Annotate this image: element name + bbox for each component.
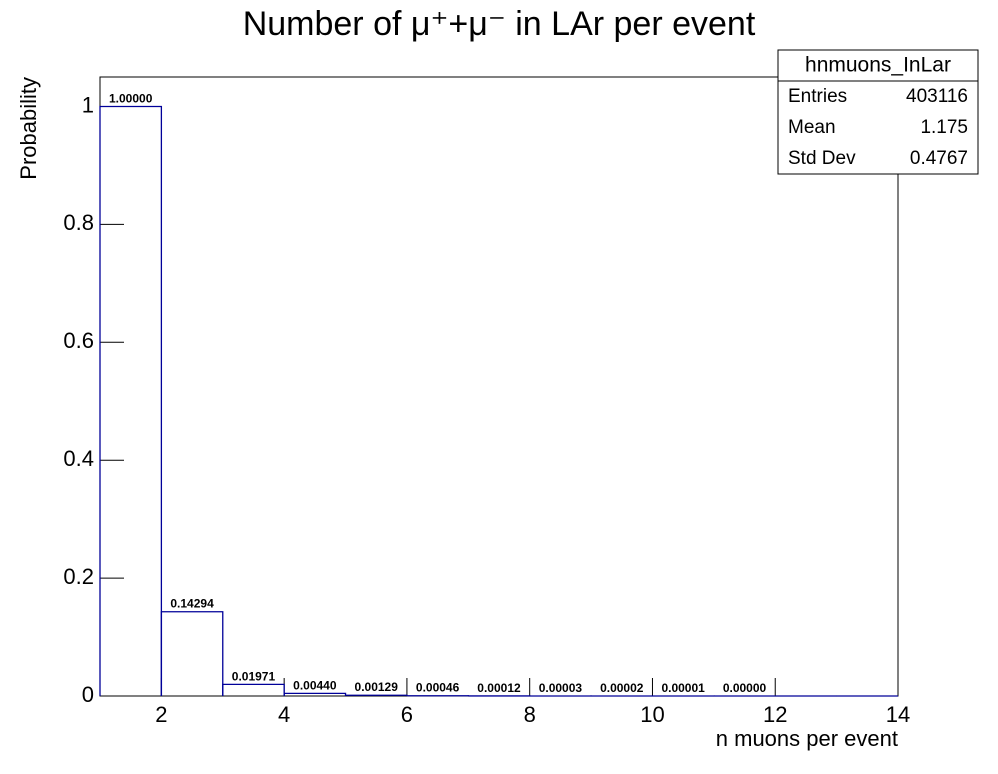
y-tick-label: 0.6 <box>63 328 94 353</box>
stats-label: Mean <box>788 117 836 138</box>
histogram-bin <box>99 105 163 696</box>
stats-value: 0.4767 <box>910 148 968 169</box>
stats-box <box>777 49 979 175</box>
stats-label: Std Dev <box>788 148 856 169</box>
histogram-bin <box>344 694 408 696</box>
data-label: 0.00002 <box>600 681 644 695</box>
x-tick-label: 12 <box>763 702 787 727</box>
y-axis-label: Probability <box>16 77 41 180</box>
data-label: 0.00012 <box>477 681 521 695</box>
y-tick-label: 0.4 <box>63 446 94 471</box>
x-axis-label: n muons per event <box>716 726 898 751</box>
stats-value: 403116 <box>906 86 968 107</box>
x-tick-label: 6 <box>401 702 413 727</box>
stats-name: hnmuons_InLar <box>805 54 951 77</box>
x-tick-label: 10 <box>640 702 664 727</box>
x-tick-label: 4 <box>278 702 290 727</box>
data-label: 0.00000 <box>723 681 767 695</box>
y-tick-label: 0.8 <box>63 210 94 235</box>
data-label: 0.01971 <box>232 669 276 683</box>
data-label: 0.00129 <box>355 680 399 694</box>
data-label: 1.00000 <box>109 91 153 105</box>
stats-label: Entries <box>788 86 847 107</box>
x-tick-label: 14 <box>886 702 910 727</box>
data-label: 0.00003 <box>539 681 583 695</box>
chart-title: Number of μ⁺+μ⁻ in LAr per event <box>243 5 756 43</box>
y-tick-label: 0 <box>82 682 94 707</box>
histogram-bin <box>222 683 285 696</box>
data-label: 0.00001 <box>661 681 705 695</box>
x-tick-label: 2 <box>155 702 167 727</box>
stats-value: 1.175 <box>920 117 968 138</box>
data-label: 0.14294 <box>170 597 214 611</box>
histogram-bin <box>160 611 224 696</box>
data-label: 0.00440 <box>293 678 337 692</box>
y-tick-label: 0.2 <box>63 564 94 589</box>
x-tick-label: 8 <box>524 702 536 727</box>
data-label: 0.00046 <box>416 681 460 695</box>
y-tick-label: 1 <box>82 92 94 117</box>
